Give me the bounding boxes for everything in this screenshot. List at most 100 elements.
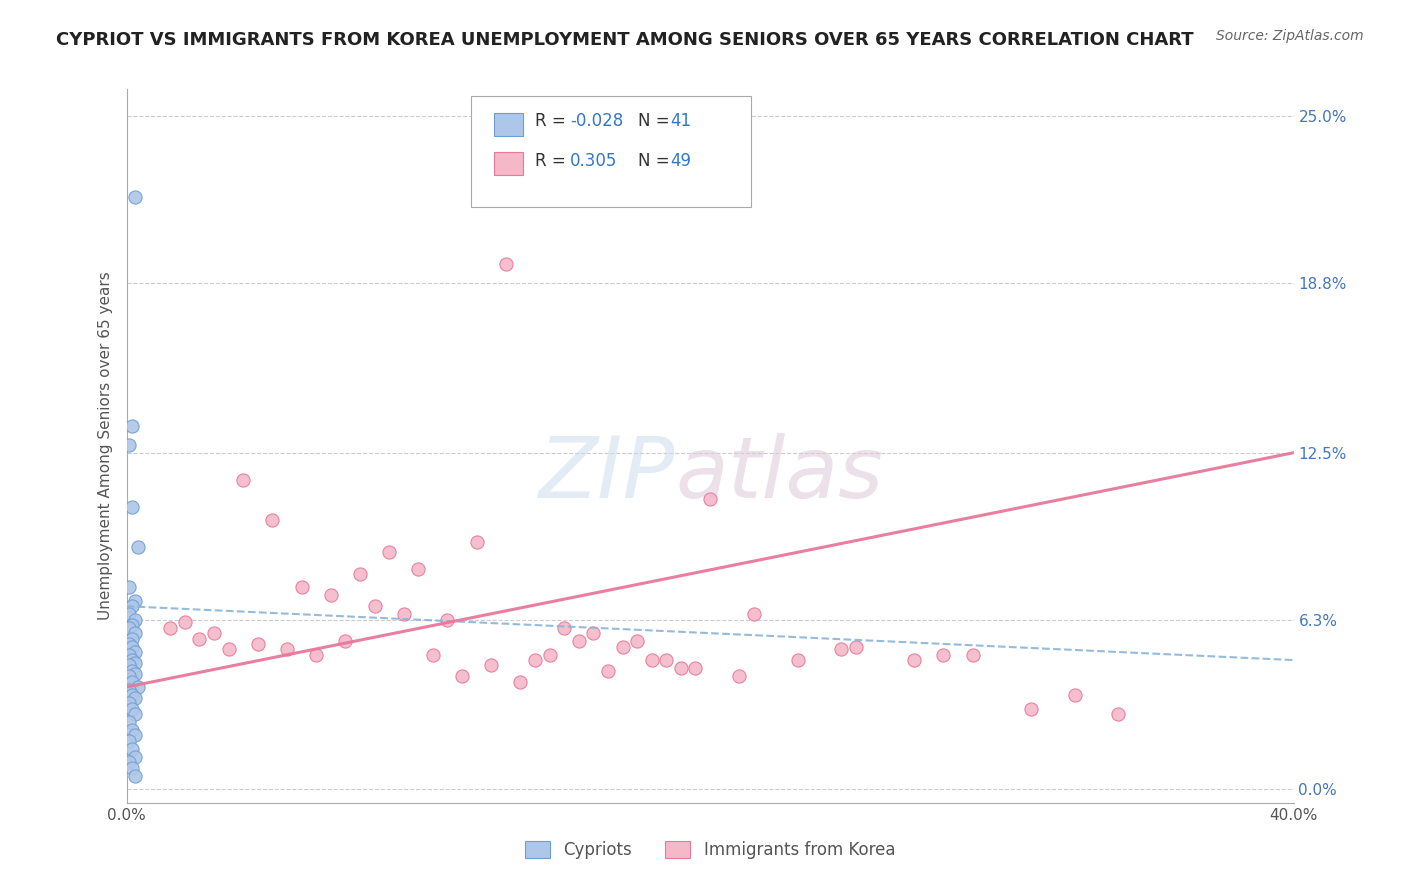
Point [124,190,146,204]
Point [1063,688,1085,702]
Point [202,626,225,640]
Point [124,769,146,783]
Point [290,580,312,594]
Point [378,545,401,559]
Text: R =: R = [534,152,571,170]
Point [121,688,143,702]
Point [127,680,149,694]
Point [408,561,430,575]
Text: 49: 49 [671,152,692,170]
Point [218,642,240,657]
Point [232,473,254,487]
Point [188,632,211,646]
Point [728,669,751,683]
Point [319,589,342,603]
Point [669,661,692,675]
Point [121,664,143,678]
Point [582,626,605,640]
Point [124,645,146,659]
Point [124,626,146,640]
Point [903,653,925,667]
Point [436,613,458,627]
Point [845,640,868,654]
Bar [494,152,523,175]
Point [121,632,143,646]
Point [121,500,143,514]
Point [118,682,141,697]
Point [124,656,146,670]
Point [121,653,143,667]
Point [742,607,765,622]
Legend: Cypriots, Immigrants from Korea: Cypriots, Immigrants from Korea [519,834,901,866]
Text: 0.305: 0.305 [569,152,617,170]
Point [276,642,298,657]
Point [124,750,146,764]
Point [124,613,146,627]
Point [118,714,141,729]
Point [335,634,357,648]
Point [509,674,531,689]
Point [118,669,141,683]
Point [612,640,634,654]
Point [422,648,444,662]
Point [118,607,141,622]
Point [830,642,852,657]
Text: 41: 41 [671,112,692,130]
Text: N =: N = [638,152,675,170]
Point [538,648,561,662]
Point [124,690,146,705]
Point [118,648,141,662]
Point [1019,701,1042,715]
Point [1108,706,1130,721]
Point [626,634,648,648]
Point [246,637,269,651]
Text: Source: ZipAtlas.com: Source: ZipAtlas.com [1216,29,1364,43]
Point [479,658,502,673]
Text: ZIP: ZIP [538,433,675,516]
Point [124,706,146,721]
Point [118,756,141,770]
Point [118,658,141,673]
Point [451,669,474,683]
Point [174,615,197,630]
Point [392,607,415,622]
Point [524,653,547,667]
Point [363,599,385,614]
Point [699,491,721,506]
Point [121,618,143,632]
Point [305,648,328,662]
Point [124,666,146,681]
Point [118,437,141,451]
Point [121,742,143,756]
Point [121,674,143,689]
Point [568,634,591,648]
Point [118,696,141,710]
Point [596,664,619,678]
Point [640,653,664,667]
Point [786,653,808,667]
Point [121,701,143,715]
Point [121,761,143,775]
Bar [494,112,523,136]
Point [932,648,955,662]
Point [262,513,284,527]
Point [118,580,141,594]
Point [655,653,678,667]
Text: CYPRIOT VS IMMIGRANTS FROM KOREA UNEMPLOYMENT AMONG SENIORS OVER 65 YEARS CORREL: CYPRIOT VS IMMIGRANTS FROM KOREA UNEMPLO… [56,31,1194,49]
Point [118,637,141,651]
Point [962,648,984,662]
Point [121,599,143,614]
Point [127,540,149,554]
Point [121,723,143,737]
Text: -0.028: -0.028 [569,112,623,130]
Text: N =: N = [638,112,675,130]
FancyBboxPatch shape [471,96,751,207]
Point [349,566,371,581]
Point [553,621,575,635]
Point [495,257,517,271]
Text: atlas: atlas [675,433,883,516]
Point [685,661,707,675]
Point [124,594,146,608]
Text: R =: R = [534,112,571,130]
Point [121,418,143,433]
